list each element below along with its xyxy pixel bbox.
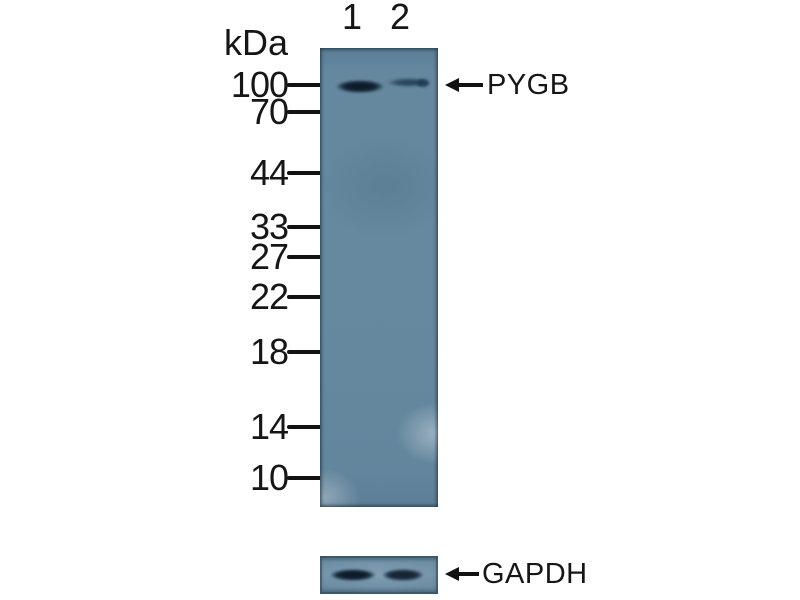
pygb-annotation-label: PYGB <box>487 69 570 101</box>
marker-tick-70 <box>287 110 323 114</box>
marker-label-100: 100 <box>230 64 289 105</box>
marker-label-33: 33 <box>249 206 289 247</box>
marker-tick-44 <box>287 171 323 175</box>
gapdh-arrow-shaft <box>457 572 479 576</box>
pygb-band-lane2-spot <box>417 79 429 87</box>
lane-1-label: 1 <box>341 0 363 37</box>
marker-tick-10 <box>287 476 323 480</box>
pygb-left-arrow-icon <box>445 78 459 92</box>
pygb-arrow-shaft <box>457 83 483 87</box>
marker-label-44: 44 <box>249 152 289 193</box>
marker-label-22: 22 <box>249 276 289 317</box>
pygb-band-lane1 <box>336 80 384 93</box>
marker-label-27: 27 <box>249 236 289 277</box>
marker-label-10: 10 <box>249 457 289 498</box>
gapdh-left-arrow-icon <box>445 567 459 581</box>
membrane-blot <box>320 48 438 507</box>
pygb-band-lane2 <box>387 78 430 87</box>
marker-tick-18 <box>287 350 323 354</box>
marker-tick-22 <box>287 295 323 299</box>
lane-2-label: 2 <box>389 0 411 37</box>
marker-label-14: 14 <box>249 406 289 447</box>
marker-tick-27 <box>287 255 323 259</box>
gapdh-band-lane1 <box>330 569 376 581</box>
gapdh-annotation-label: GAPDH <box>482 558 588 590</box>
marker-tick-100 <box>287 83 323 87</box>
kda-unit-label: kDa <box>223 22 288 63</box>
gapdh-band-lane2 <box>382 569 424 581</box>
marker-tick-14 <box>287 425 323 429</box>
marker-tick-33 <box>287 225 323 229</box>
marker-label-70: 70 <box>249 91 289 132</box>
marker-label-18: 18 <box>249 331 289 372</box>
